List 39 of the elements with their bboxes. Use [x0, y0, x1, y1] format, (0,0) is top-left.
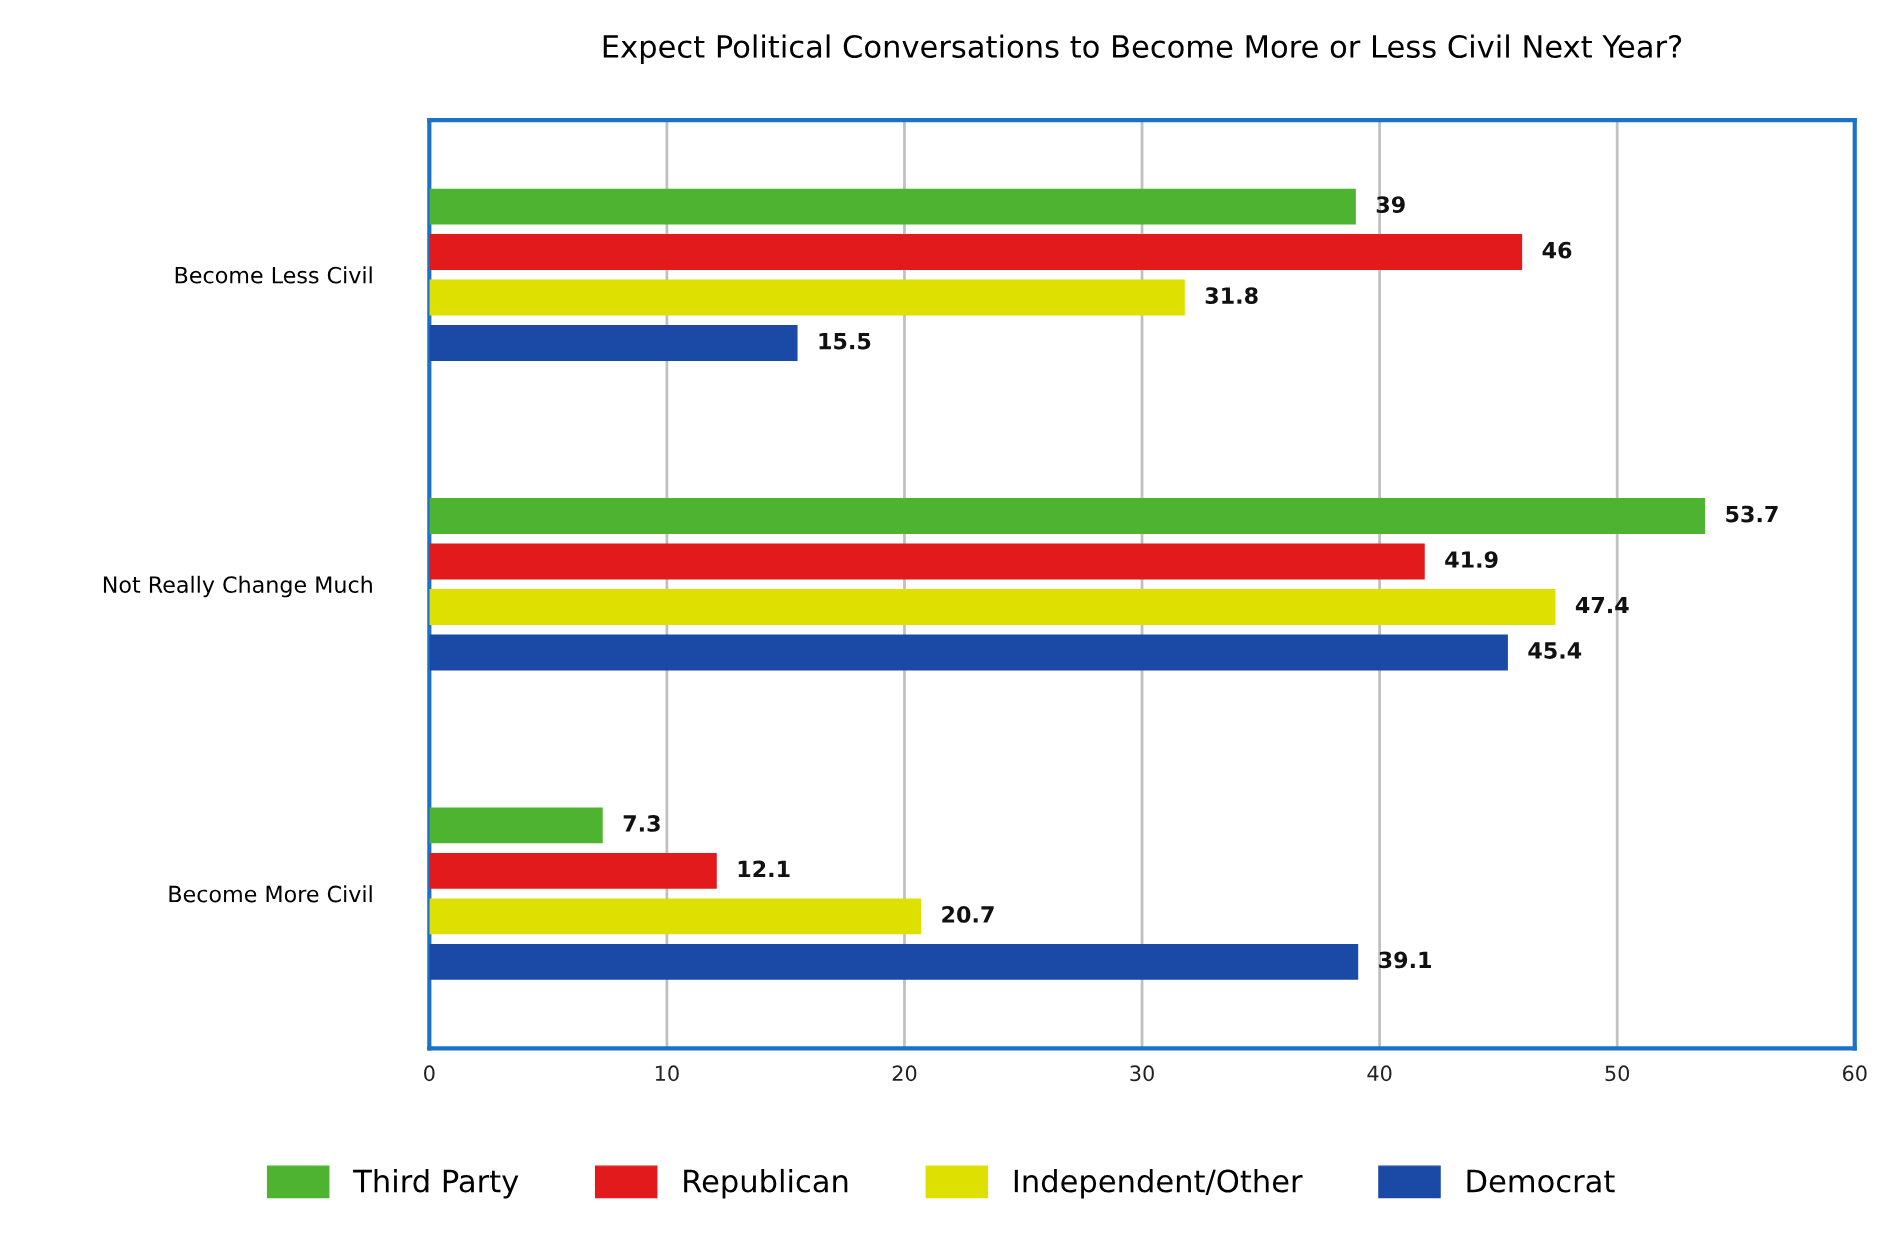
bar — [429, 279, 1185, 316]
data-label: 45.4 — [1528, 642, 1582, 659]
bar — [429, 325, 798, 361]
x-tick-label: 50 — [1605, 1065, 1630, 1082]
data-label: 15.5 — [819, 332, 871, 350]
data-label: 47.4 — [1575, 596, 1629, 614]
bar — [429, 852, 717, 889]
data-label: 41.9 — [1445, 551, 1498, 568]
legend-label: Republican — [684, 1168, 848, 1199]
bar — [429, 543, 1425, 580]
x-tick-label: 0 — [424, 1065, 435, 1082]
bar — [429, 234, 1523, 271]
x-tick-label: 30 — [1130, 1065, 1154, 1082]
chart-title: Expect Political Conversations to Become More or Less Civil Next Year? — [603, 34, 1682, 64]
data-label: 39.1 — [1379, 951, 1431, 969]
data-label: 46 — [1542, 241, 1572, 259]
y-tick-label: Become More Civil — [169, 885, 372, 903]
data-label: 12.1 — [738, 860, 790, 878]
bar — [429, 634, 1508, 671]
x-tick-label: 10 — [655, 1065, 679, 1082]
data-label: 7.3 — [623, 815, 660, 832]
data-label: 53.7 — [1726, 505, 1778, 523]
legend-label: Democrat — [1467, 1169, 1615, 1193]
x-tick-label: 60 — [1842, 1065, 1867, 1082]
bar — [429, 807, 603, 844]
bar — [429, 498, 1706, 534]
bar — [429, 943, 1359, 980]
legend-label: Third Party — [353, 1168, 519, 1199]
data-label: 31.8 — [1205, 287, 1258, 304]
bar — [429, 188, 1356, 225]
y-tick-label: Not Really Change Much — [103, 575, 372, 598]
x-tick-label: 40 — [1367, 1065, 1392, 1082]
data-label: 39 — [1376, 196, 1405, 214]
legend-label: Independent/Other — [1014, 1168, 1303, 1199]
y-tick-label: Become Less Civil — [175, 266, 372, 284]
bar — [429, 898, 922, 935]
data-label: 20.7 — [942, 906, 994, 923]
x-tick-label: 20 — [892, 1065, 917, 1082]
bar — [429, 589, 1556, 625]
